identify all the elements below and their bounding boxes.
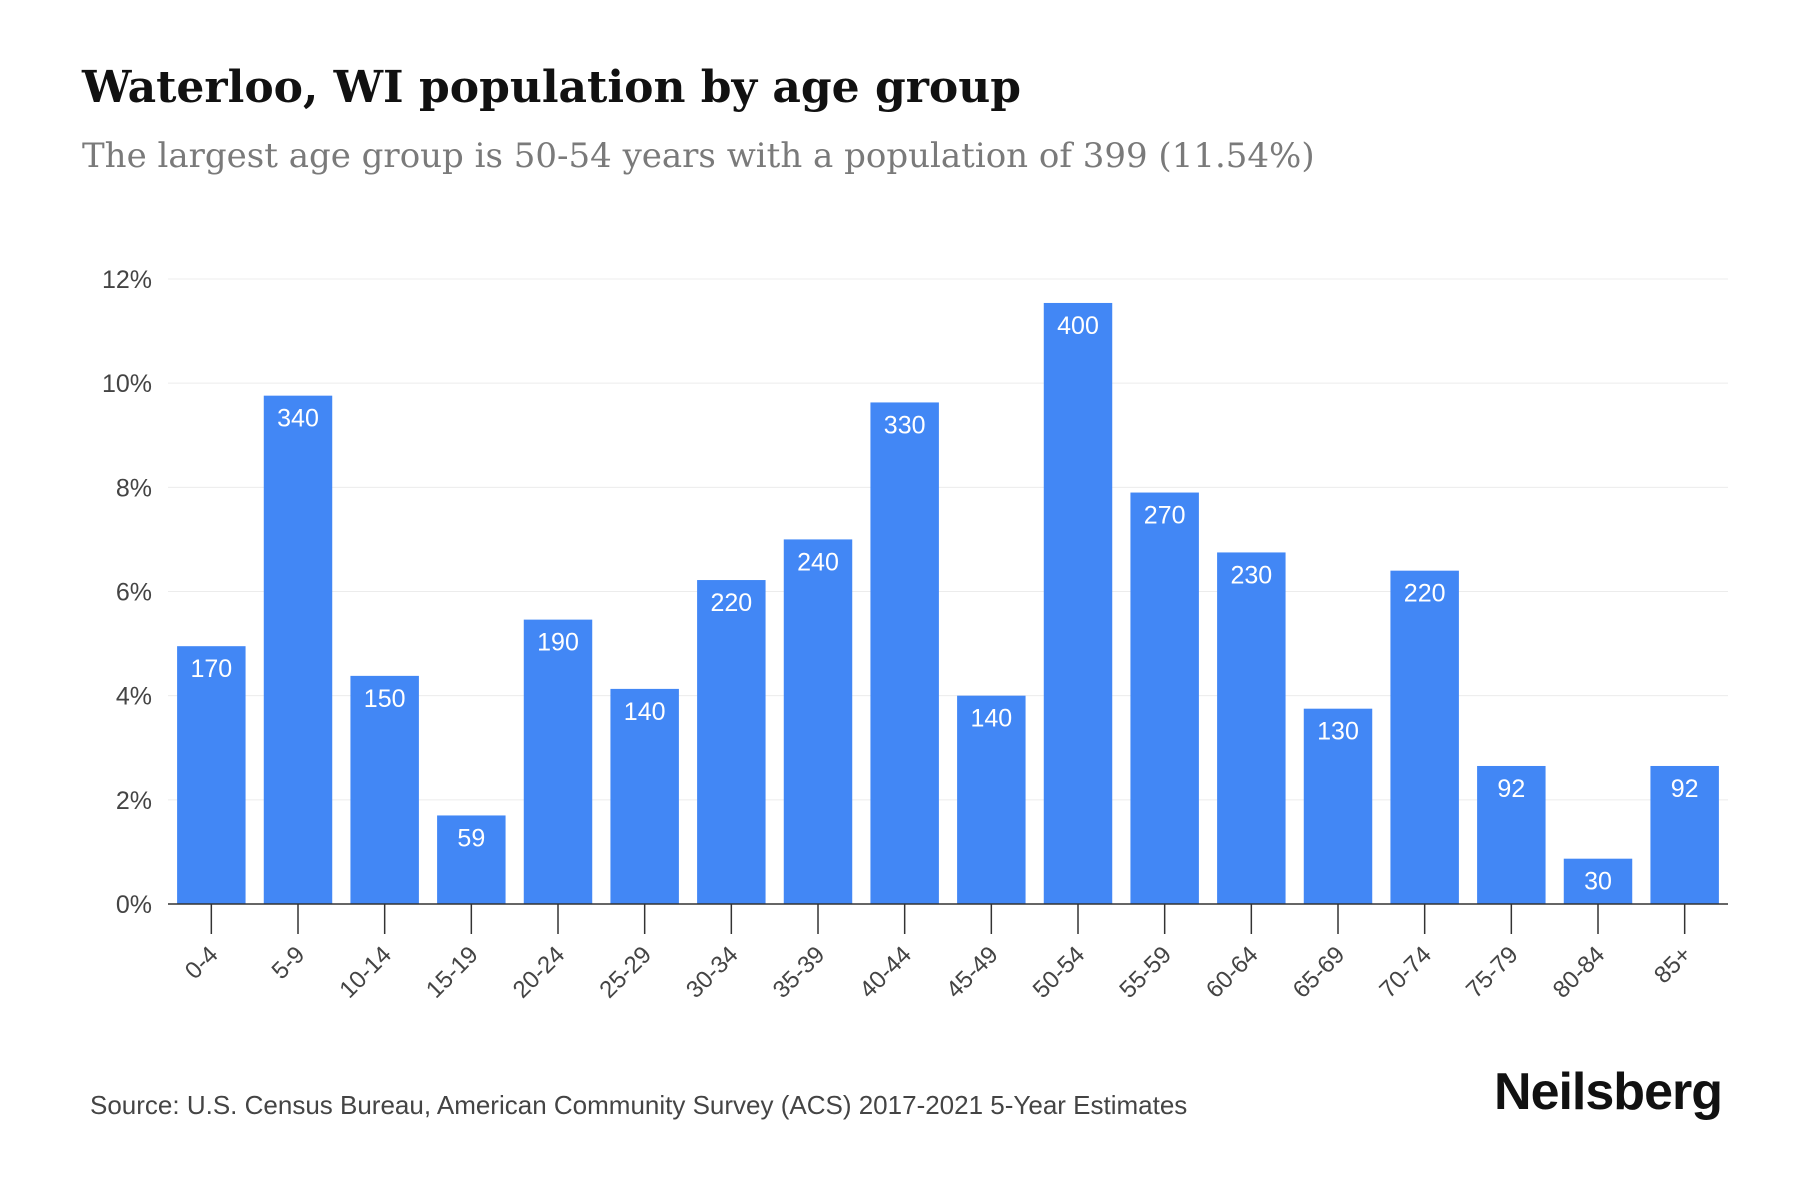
y-tick-label: 8% bbox=[116, 474, 152, 502]
bar-85+ bbox=[1650, 765, 1719, 904]
bar-value-label: 150 bbox=[364, 685, 406, 713]
y-tick-label: 4% bbox=[116, 683, 152, 711]
brand-logo: Neilsberg bbox=[1494, 1063, 1723, 1121]
bar-value-label: 190 bbox=[537, 629, 579, 657]
bar-70-74 bbox=[1390, 570, 1459, 904]
x-tick-label: 70-74 bbox=[1374, 941, 1437, 1004]
bar-10-14 bbox=[350, 675, 419, 904]
bar-value-label: 240 bbox=[797, 548, 839, 576]
x-tick-label: 25-29 bbox=[594, 941, 657, 1004]
bar-75-79 bbox=[1477, 765, 1546, 904]
x-tick-label: 80-84 bbox=[1548, 941, 1611, 1004]
x-tick-label: 5-9 bbox=[267, 941, 311, 985]
bar-value-label: 330 bbox=[884, 411, 926, 439]
source-note: Source: U.S. Census Bureau, American Com… bbox=[90, 1090, 1188, 1120]
y-axis-ticks: 0% 2% 4% 6% 8% 10% 12% bbox=[102, 266, 152, 919]
bar-55-59 bbox=[1130, 492, 1199, 904]
x-axis-ticks: 0-4 5-9 10-14 15-19 20-24 25-29 30-34 35-39 40-4… bbox=[180, 904, 1697, 1004]
x-tick-label: 75-79 bbox=[1461, 941, 1524, 1004]
bar-45-49 bbox=[957, 695, 1026, 904]
bar-value-label: 270 bbox=[1144, 502, 1186, 530]
y-tick-label: 0% bbox=[116, 891, 152, 919]
bar-30-34 bbox=[697, 580, 766, 904]
bar-20-24 bbox=[523, 619, 593, 904]
y-tick-label: 10% bbox=[102, 370, 152, 398]
x-tick-label: 35-39 bbox=[768, 941, 831, 1004]
bar-value-label: 170 bbox=[190, 655, 232, 683]
bar-value-label: 59 bbox=[457, 824, 485, 852]
x-tick-label: 15-19 bbox=[421, 941, 484, 1004]
bar-value-label: 140 bbox=[624, 698, 666, 726]
x-tick-label: 55-59 bbox=[1114, 941, 1177, 1004]
bar-value-label: 220 bbox=[1404, 580, 1446, 608]
bars bbox=[177, 302, 1719, 904]
bar-35-39 bbox=[783, 539, 853, 904]
bar-value-label: 340 bbox=[277, 405, 319, 433]
x-tick-label: 45-49 bbox=[941, 941, 1004, 1004]
bar-value-label: 130 bbox=[1317, 718, 1359, 746]
bar-15-19 bbox=[437, 815, 506, 904]
bar-value-label: 400 bbox=[1057, 312, 1099, 340]
bar-value-label: 92 bbox=[1497, 775, 1525, 803]
x-tick-label: 30-34 bbox=[681, 941, 744, 1004]
x-tick-label: 65-69 bbox=[1288, 941, 1351, 1004]
x-tick-label: 85+ bbox=[1649, 941, 1697, 989]
x-tick-label: 50-54 bbox=[1028, 941, 1091, 1004]
bar-50-54 bbox=[1043, 302, 1113, 904]
y-tick-label: 12% bbox=[102, 266, 152, 294]
bar-value-label: 92 bbox=[1671, 775, 1699, 803]
bar-65-69 bbox=[1303, 708, 1373, 904]
bar-value-label: 140 bbox=[970, 705, 1012, 733]
bar-value-label: 220 bbox=[710, 589, 752, 617]
chart-subtitle: The largest age group is 50-54 years wit… bbox=[82, 136, 1315, 176]
x-tick-label: 20-24 bbox=[508, 941, 571, 1004]
bar-chart: 0% 2% 4% 6% 8% 10% 12% 170 340 150 59 190 140 220 240… bbox=[102, 266, 1728, 1004]
bar-value-label: 230 bbox=[1230, 561, 1272, 589]
x-tick-label: 10-14 bbox=[334, 941, 397, 1004]
x-tick-label: 40-44 bbox=[854, 941, 917, 1004]
x-tick-label: 60-64 bbox=[1201, 941, 1264, 1004]
bar-80-84 bbox=[1563, 858, 1633, 904]
bar-5-9 bbox=[263, 395, 333, 904]
bar-40-44 bbox=[870, 402, 939, 904]
bar-0-4 bbox=[177, 646, 246, 904]
y-tick-label: 2% bbox=[116, 787, 152, 815]
bar-25-29 bbox=[610, 688, 679, 904]
bar-60-64 bbox=[1217, 552, 1286, 904]
bar-value-labels: 170 340 150 59 190 140 220 240 330 140 400 270 230 13… bbox=[190, 312, 1698, 896]
x-tick-label: 0-4 bbox=[180, 941, 224, 985]
chart-title: Waterloo, WI population by age group bbox=[82, 62, 1022, 113]
bar-value-label: 30 bbox=[1584, 868, 1612, 896]
y-tick-label: 6% bbox=[116, 579, 152, 607]
